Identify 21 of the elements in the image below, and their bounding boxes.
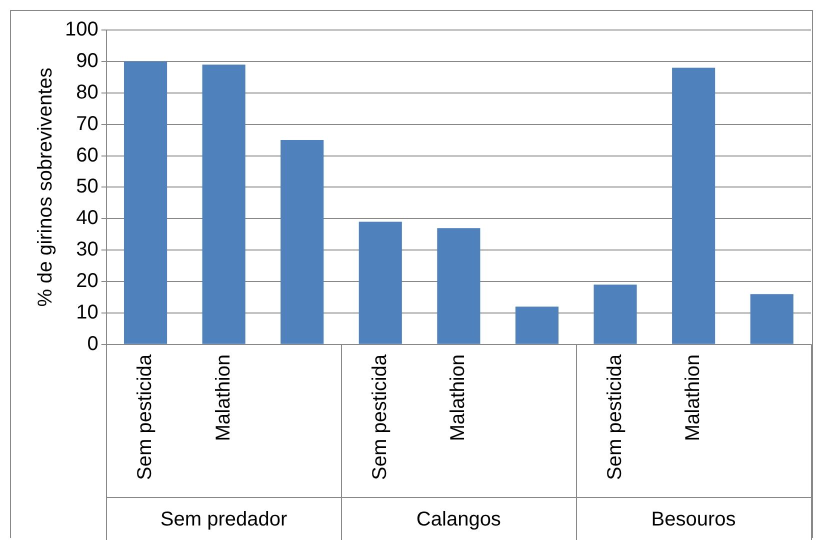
- y-tick-label: 80: [76, 81, 98, 104]
- y-tick-label: 30: [76, 238, 98, 261]
- text: Calangos: [416, 508, 501, 531]
- x-tick-label: Sem pesticida: [368, 354, 391, 480]
- x-tick-label: Sem pesticida: [134, 354, 156, 480]
- y-tick-label: 40: [76, 207, 98, 230]
- y-tick-label: 50: [76, 176, 98, 198]
- y-tick-label: 20: [76, 270, 98, 292]
- y-tick-label: 10: [76, 301, 98, 324]
- x-tick-label: Sem pesticida: [604, 354, 626, 480]
- text: Sem predador: [160, 508, 288, 531]
- y-tick-label: 60: [76, 144, 98, 166]
- y-tick-label: 90: [76, 50, 98, 72]
- y-tick-label: 70: [76, 112, 98, 135]
- y-tick-label: 0: [87, 332, 98, 355]
- x-tick-label: Malathion: [212, 354, 234, 442]
- text: Besouros: [651, 508, 736, 531]
- x-tick-label: Malathion: [682, 354, 704, 442]
- y-axis-title: % de girinos sobreviventes: [34, 68, 57, 307]
- x-tick-label: Malathion: [447, 354, 470, 442]
- y-tick-label: 100: [64, 18, 98, 41]
